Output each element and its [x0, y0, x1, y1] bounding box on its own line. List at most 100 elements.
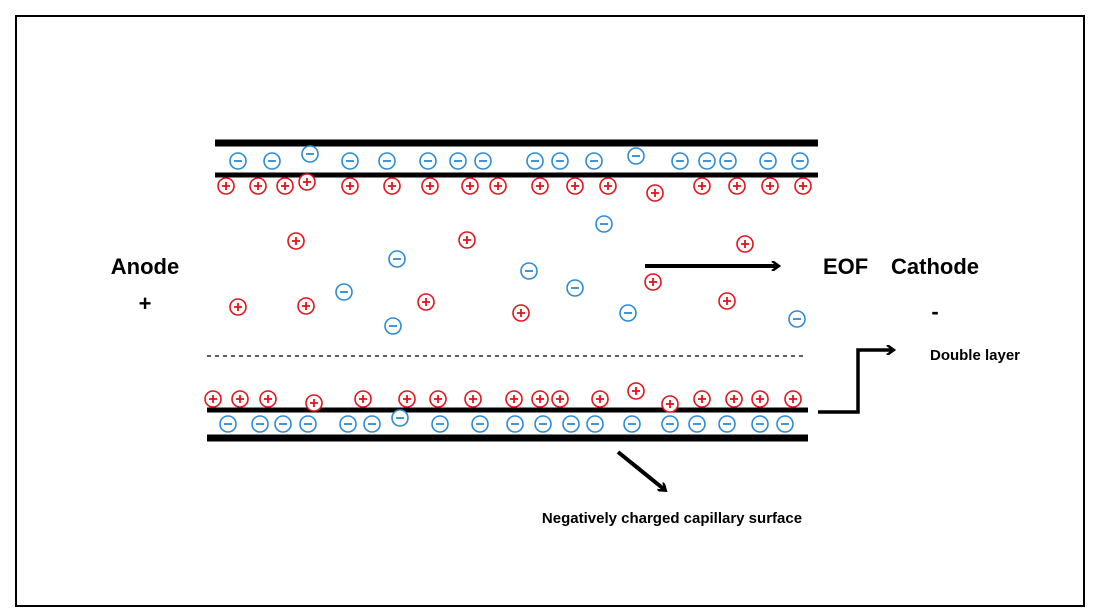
anion — [341, 152, 359, 170]
cation — [725, 390, 743, 408]
anion — [623, 415, 641, 433]
cation — [505, 390, 523, 408]
anode-label: Anode — [111, 254, 179, 279]
anion — [301, 145, 319, 163]
anion — [299, 415, 317, 433]
cation — [718, 292, 736, 310]
cation — [305, 394, 323, 412]
anion — [698, 152, 716, 170]
anion — [388, 250, 406, 268]
cation — [693, 177, 711, 195]
cathode-sign: - — [931, 299, 938, 324]
cation — [354, 390, 372, 408]
anion — [419, 152, 437, 170]
anion — [335, 283, 353, 301]
anion — [718, 415, 736, 433]
cathode-label: Cathode — [891, 254, 979, 279]
double-layer-arrow — [818, 350, 893, 414]
cation — [627, 382, 645, 400]
cation — [728, 177, 746, 195]
cation — [421, 177, 439, 195]
anion — [776, 415, 794, 433]
cation — [531, 177, 549, 195]
cation — [646, 184, 664, 202]
anion — [688, 415, 706, 433]
anion — [219, 415, 237, 433]
anion — [585, 152, 603, 170]
cation — [512, 304, 530, 322]
cation — [531, 390, 549, 408]
cation — [276, 177, 294, 195]
cation — [751, 390, 769, 408]
cation — [341, 177, 359, 195]
cation — [736, 235, 754, 253]
cation — [217, 177, 235, 195]
eof-label: EOF — [823, 254, 868, 279]
cation — [429, 390, 447, 408]
anion — [627, 147, 645, 165]
anion — [534, 415, 552, 433]
cation — [249, 177, 267, 195]
surface-arrow — [616, 450, 665, 490]
anion — [520, 262, 538, 280]
anion — [759, 152, 777, 170]
cation — [464, 390, 482, 408]
anion — [719, 152, 737, 170]
cation — [298, 173, 316, 191]
anion — [619, 304, 637, 322]
anion — [526, 152, 544, 170]
anion — [431, 415, 449, 433]
anion — [229, 152, 247, 170]
cation — [489, 177, 507, 195]
cation — [231, 390, 249, 408]
anion — [339, 415, 357, 433]
anion — [263, 152, 281, 170]
double-layer-label: Double layer — [930, 347, 1020, 364]
anion — [791, 152, 809, 170]
cation — [204, 390, 222, 408]
cation — [784, 390, 802, 408]
cation — [693, 390, 711, 408]
cation — [458, 231, 476, 249]
anion — [566, 279, 584, 297]
cation — [644, 273, 662, 291]
anion — [562, 415, 580, 433]
frame — [15, 15, 1085, 607]
cation — [794, 177, 812, 195]
anion — [661, 415, 679, 433]
cation — [229, 298, 247, 316]
anion — [586, 415, 604, 433]
cation — [661, 395, 679, 413]
anion — [471, 415, 489, 433]
cation — [599, 177, 617, 195]
anion — [378, 152, 396, 170]
cation — [398, 390, 416, 408]
cation — [287, 232, 305, 250]
cation — [417, 293, 435, 311]
anion — [788, 310, 806, 328]
ions — [204, 145, 812, 433]
anion — [474, 152, 492, 170]
cation — [461, 177, 479, 195]
anion — [595, 215, 613, 233]
anion — [506, 415, 524, 433]
anion — [671, 152, 689, 170]
anode-sign: + — [139, 291, 152, 316]
anion — [449, 152, 467, 170]
cation — [297, 297, 315, 315]
anion — [251, 415, 269, 433]
anion — [363, 415, 381, 433]
cation — [761, 177, 779, 195]
cation — [551, 390, 569, 408]
anion — [274, 415, 292, 433]
anion — [751, 415, 769, 433]
anion — [384, 317, 402, 335]
cation — [383, 177, 401, 195]
anion — [551, 152, 569, 170]
surface-label: Negatively charged capillary surface — [542, 510, 802, 527]
anion — [391, 409, 409, 427]
cation — [259, 390, 277, 408]
cation — [591, 390, 609, 408]
cation — [566, 177, 584, 195]
